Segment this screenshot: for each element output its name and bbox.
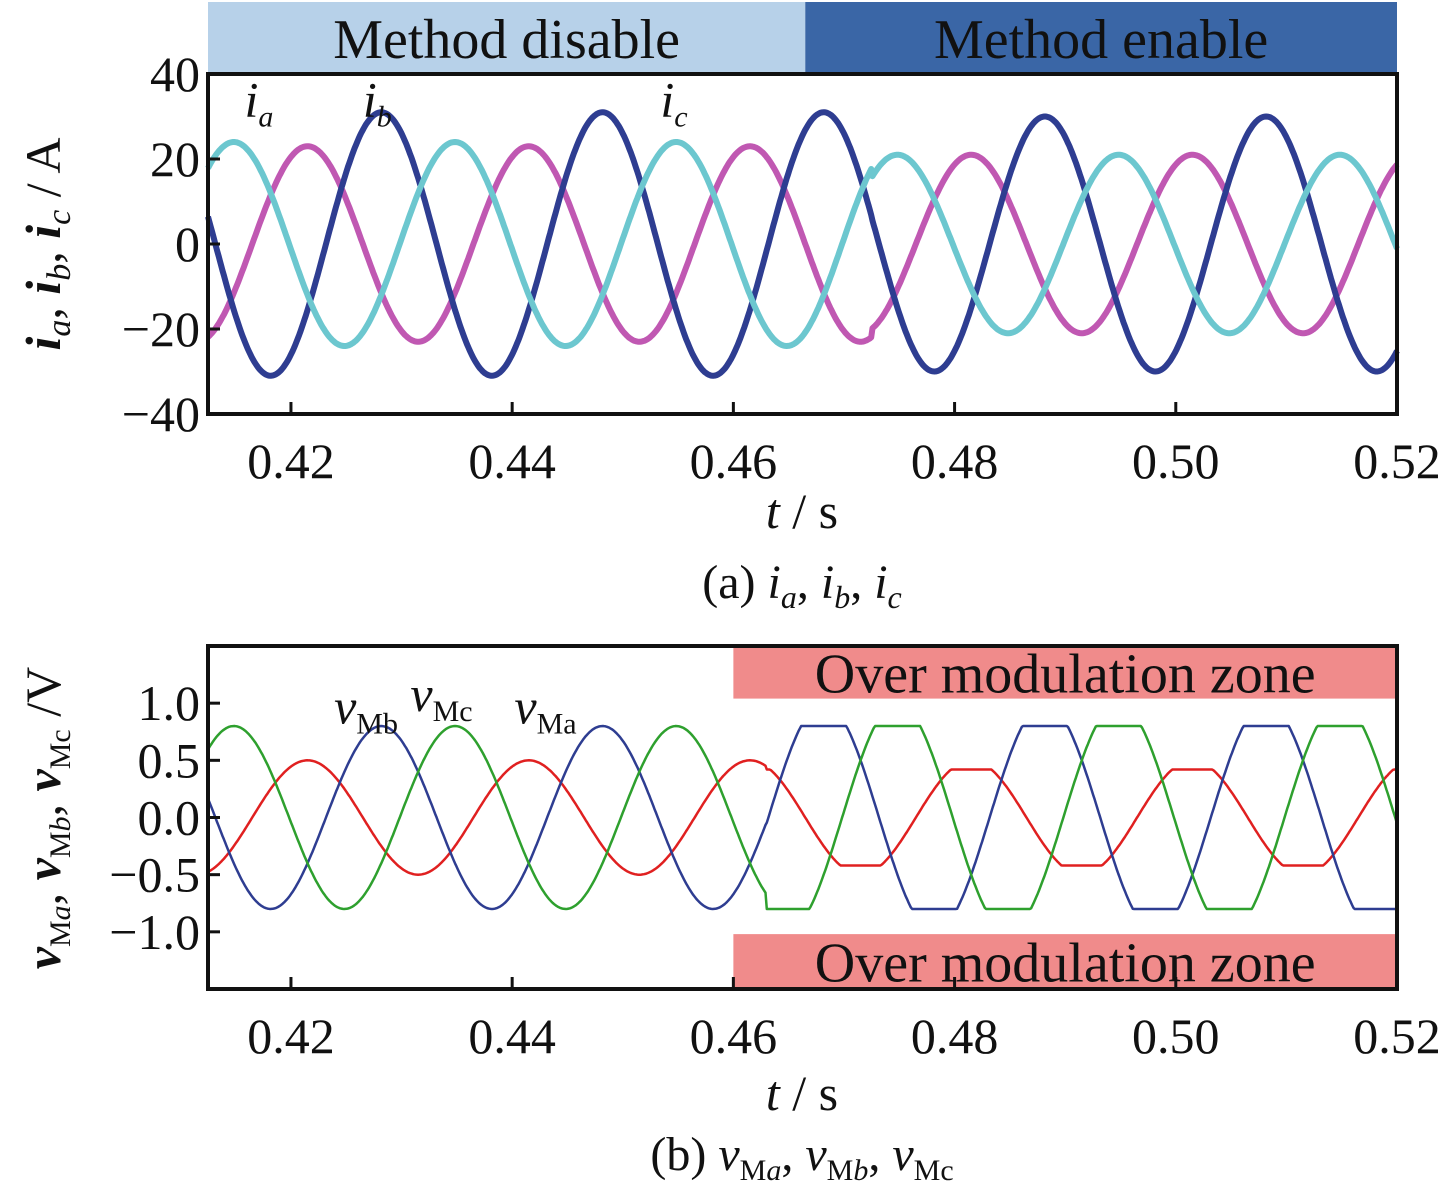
region-label-b-0: Over modulation zone [815,643,1316,705]
region-a-1 [805,2,1397,74]
series-ia [205,143,1400,345]
xtick-label-a-1: 0.44 [468,433,556,489]
series-vMb [206,724,1397,911]
ytick-label-a-2: 0 [175,216,200,272]
xlabel-a: t / s [766,483,838,539]
ytick-label-b-1: 0.5 [138,732,201,788]
series-vMc [206,724,1399,911]
xtick-label-b-4: 0.50 [1132,1008,1220,1064]
xlabel-b: t / s [766,1065,838,1121]
ytick-label-b-2: 0.0 [138,790,201,846]
ytick-label-b-0: 1.0 [138,675,201,731]
region-label-b-1: Over modulation zone [815,933,1316,995]
ylabel-a: ia, ib, ic / A [15,137,78,350]
xtick-label-b-0: 0.42 [247,1008,335,1064]
xtick-label-b-2: 0.46 [690,1008,778,1064]
xtick-label-b-5: 0.52 [1353,1008,1441,1064]
series-vMa [207,759,1397,876]
region-b-1 [733,934,1397,989]
xtick-label-a-5: 0.52 [1353,433,1441,489]
ytick-label-b-3: −0.5 [109,847,200,903]
ylabel-b: vMa, vMb, vMc /V [15,667,77,969]
ytick-label-a-3: −20 [122,301,200,357]
xtick-label-a-3: 0.48 [911,433,999,489]
series-label-vMa: vMa [514,679,576,741]
xtick-label-a-4: 0.50 [1132,433,1220,489]
region-label-a-0: Method disable [333,9,680,71]
xtick-label-a-2: 0.46 [690,433,778,489]
region-b-0 [733,646,1397,699]
series-label-ia: ia [244,72,273,134]
caption-a: (a) ia, ib, ic [702,556,902,615]
panel-a-currents: Method disable Method enable 0.42 0.44 0.46… [15,2,1441,615]
xtick-label-a-0: 0.42 [247,433,335,489]
ytick-label-a-0: 40 [150,46,200,102]
xtick-label-b-1: 0.44 [468,1008,556,1064]
ytick-label-a-4: −40 [122,386,200,442]
region-label-a-1: Method enable [934,9,1268,71]
ytick-label-a-1: 20 [150,131,200,187]
series-ib [205,109,1400,379]
series-label-vMb: vMb [334,679,398,741]
series-label-ic: ic [660,72,687,134]
series-ic [205,139,1400,349]
caption-b: (b) vMa, vMb, vMc [650,1128,953,1186]
region-a-0 [208,2,806,74]
panel-b-voltages: Over modulation zone Over modulation zone… [15,643,1441,1186]
ytick-label-b-4: −1.0 [109,904,200,960]
series-label-vMc: vMc [410,666,472,728]
xtick-label-b-3: 0.48 [911,1008,999,1064]
series-label-ib: ib [363,72,392,134]
